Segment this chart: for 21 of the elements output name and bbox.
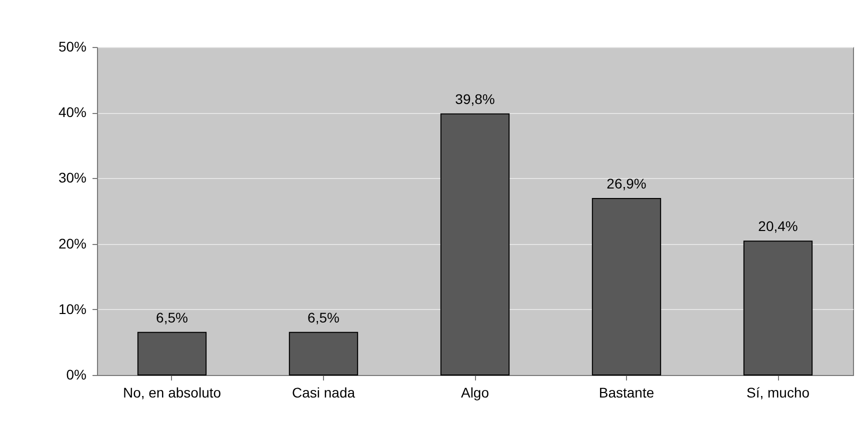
data-label: 39,8% (455, 90, 495, 107)
x-tick-label: Bastante (598, 384, 654, 400)
bar (440, 113, 510, 376)
x-tick-label: No, en absoluto (122, 384, 222, 400)
y-tick-label: 10% (58, 300, 86, 317)
data-label: 6,5% (308, 309, 340, 326)
y-tick-label: 20% (58, 235, 86, 252)
data-label: 20,4% (758, 218, 798, 234)
bar (137, 332, 207, 376)
y-tick-label: 0% (66, 366, 86, 382)
x-tick-label: Casi nada (292, 384, 356, 400)
x-tick-label: Algo (460, 384, 490, 400)
bar (592, 198, 662, 376)
y-tick-label: 50% (58, 38, 86, 54)
y-tick-label: 40% (58, 104, 86, 120)
data-label: 6,5% (156, 309, 188, 326)
y-tick-label: 30% (58, 170, 86, 186)
bar (743, 240, 813, 376)
data-label: 26,9% (606, 176, 646, 192)
bar (288, 332, 358, 376)
x-tick-label: Sí, mucho (746, 384, 810, 400)
